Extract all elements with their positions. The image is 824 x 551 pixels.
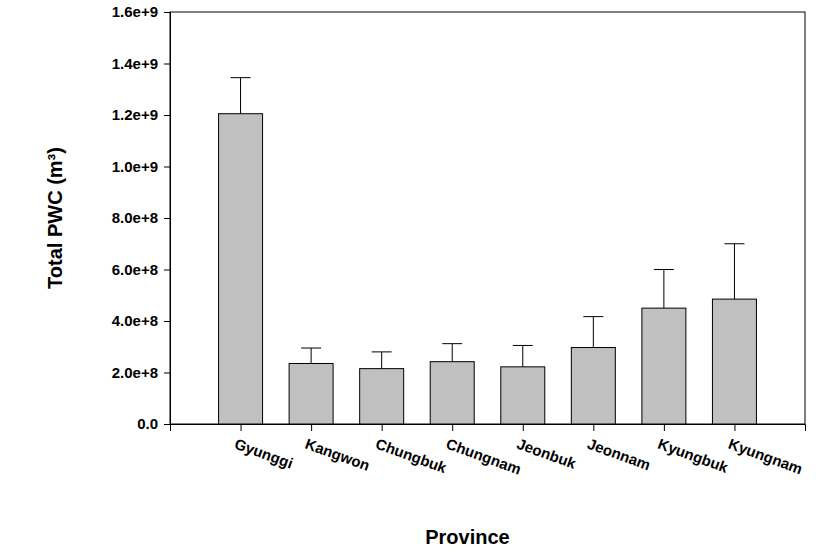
x-tick-mark bbox=[452, 424, 453, 431]
y-tick-mark bbox=[164, 115, 170, 116]
error-stem bbox=[734, 244, 735, 299]
y-tick-mark bbox=[164, 321, 170, 322]
error-bar bbox=[372, 352, 392, 369]
x-tick: Kangwon bbox=[303, 424, 372, 474]
y-tick-mark bbox=[164, 12, 170, 13]
y-tick: 2.0e+8 bbox=[112, 364, 170, 381]
y-tick-label: 1.4e+9 bbox=[112, 55, 158, 72]
x-tick-label: Kyungbuk bbox=[656, 435, 731, 476]
y-tick: 1.4e+9 bbox=[112, 55, 170, 72]
bar bbox=[430, 362, 474, 424]
x-tick-label: Chungnam bbox=[444, 435, 523, 478]
x-tick-mark bbox=[311, 424, 312, 431]
bar bbox=[289, 363, 333, 424]
x-tick-mark bbox=[593, 424, 594, 431]
x-tick: Gyunggi bbox=[232, 424, 295, 472]
x-tick: Kyungnam bbox=[726, 424, 805, 477]
marks bbox=[219, 78, 757, 424]
x-tick-mark bbox=[734, 424, 735, 431]
x-tick: Kyungbuk bbox=[656, 424, 731, 476]
x-tick-label: Kyungnam bbox=[726, 435, 805, 477]
y-tick-mark bbox=[164, 424, 170, 425]
y-axis-title: Total PWC (m³) bbox=[44, 147, 66, 289]
y-tick-mark bbox=[164, 373, 170, 374]
y-tick: 1.0e+9 bbox=[112, 158, 170, 175]
y-tick-label: 1.6e+9 bbox=[112, 3, 158, 20]
y-tick: 4.0e+8 bbox=[112, 312, 170, 329]
x-tick-label: Jeonnam bbox=[585, 435, 653, 474]
y-tick-label: 2.0e+8 bbox=[112, 364, 158, 381]
error-cap bbox=[654, 269, 674, 270]
y-tick-mark bbox=[164, 270, 170, 271]
error-stem bbox=[452, 344, 453, 362]
bar bbox=[571, 348, 615, 424]
error-stem bbox=[311, 348, 312, 363]
x-axis: GyunggiKangwonChungbukChungnamJeonbukJeo… bbox=[171, 424, 806, 478]
x-axis-line bbox=[171, 425, 806, 432]
error-stem bbox=[663, 270, 664, 309]
error-bar bbox=[301, 348, 321, 363]
x-axis-title: Province bbox=[425, 526, 509, 548]
y-tick-label: 4.0e+8 bbox=[112, 312, 158, 329]
error-cap bbox=[301, 348, 321, 349]
y-tick-label: 1.0e+9 bbox=[112, 158, 158, 175]
error-cap bbox=[231, 77, 251, 78]
x-tick: Jeonnam bbox=[585, 424, 653, 473]
error-cap bbox=[513, 345, 533, 346]
error-bar bbox=[442, 344, 462, 362]
error-stem bbox=[381, 352, 382, 369]
x-tick: Chungnam bbox=[444, 424, 523, 478]
x-tick-label: Jeonbuk bbox=[515, 435, 579, 472]
y-tick-label: 8.0e+8 bbox=[112, 209, 158, 226]
error-bar bbox=[583, 317, 603, 348]
x-tick: Jeonbuk bbox=[515, 424, 579, 472]
x-tick-mark bbox=[241, 424, 242, 431]
x-tick-label: Chungbuk bbox=[373, 435, 449, 477]
bar bbox=[219, 114, 263, 424]
error-cap bbox=[372, 351, 392, 352]
y-tick-mark bbox=[164, 167, 170, 168]
chart: 0.0 2.0e+8 4.0e+8 6.0e+8 8.0e+8 1.0e+9 1.2e+9 1… bbox=[0, 0, 824, 551]
y-tick: 1.6e+9 bbox=[112, 3, 170, 20]
y-tick-label: 6.0e+8 bbox=[112, 261, 158, 278]
y-tick: 1.2e+9 bbox=[112, 106, 170, 123]
bar bbox=[501, 367, 545, 424]
x-tick-label: Gyunggi bbox=[232, 435, 295, 472]
y-axis: 0.0 2.0e+8 4.0e+8 6.0e+8 8.0e+8 1.0e+9 1.2e+9 1… bbox=[112, 3, 171, 432]
y-tick-label: 0.0 bbox=[137, 415, 158, 432]
error-cap bbox=[442, 343, 462, 344]
error-stem bbox=[522, 345, 523, 366]
y-tick: 8.0e+8 bbox=[112, 209, 170, 226]
y-tick: 6.0e+8 bbox=[112, 261, 170, 278]
error-bar bbox=[513, 345, 533, 366]
error-bar bbox=[231, 78, 251, 114]
x-tick-mark bbox=[664, 424, 665, 431]
error-bar bbox=[654, 270, 674, 309]
error-stem bbox=[240, 78, 241, 114]
error-cap bbox=[724, 243, 744, 244]
y-tick-label: 1.2e+9 bbox=[112, 106, 158, 123]
y-tick-mark bbox=[164, 218, 170, 219]
x-tick-label: Kangwon bbox=[303, 435, 372, 474]
bar bbox=[712, 299, 756, 424]
x-tick-mark bbox=[382, 424, 383, 431]
x-tick-mark bbox=[523, 424, 524, 431]
error-cap bbox=[583, 316, 603, 317]
error-stem bbox=[593, 317, 594, 348]
y-tick-mark bbox=[164, 64, 170, 65]
y-axis-line bbox=[164, 13, 171, 425]
plot-frame bbox=[170, 12, 805, 424]
error-bar bbox=[724, 244, 744, 299]
x-tick: Chungbuk bbox=[373, 424, 449, 476]
y-tick: 0.0 bbox=[137, 415, 170, 432]
bar bbox=[360, 369, 404, 424]
bar bbox=[642, 308, 686, 424]
